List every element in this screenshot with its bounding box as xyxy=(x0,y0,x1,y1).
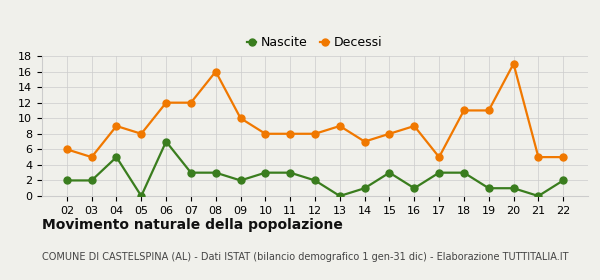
Nascite xyxy=(163,140,170,143)
Text: Movimento naturale della popolazione: Movimento naturale della popolazione xyxy=(42,218,343,232)
Decessi xyxy=(560,155,567,159)
Nascite xyxy=(187,171,194,174)
Nascite xyxy=(510,186,517,190)
Decessi xyxy=(336,124,343,128)
Decessi xyxy=(287,132,294,136)
Decessi xyxy=(262,132,269,136)
Decessi xyxy=(63,148,70,151)
Decessi xyxy=(311,132,319,136)
Decessi xyxy=(410,124,418,128)
Decessi xyxy=(386,132,393,136)
Nascite xyxy=(262,171,269,174)
Nascite xyxy=(336,194,343,198)
Nascite xyxy=(311,179,319,182)
Nascite xyxy=(535,194,542,198)
Nascite xyxy=(287,171,294,174)
Nascite xyxy=(361,186,368,190)
Decessi xyxy=(460,109,467,112)
Decessi xyxy=(361,140,368,143)
Decessi xyxy=(88,155,95,159)
Decessi xyxy=(535,155,542,159)
Text: COMUNE DI CASTELSPINA (AL) - Dati ISTAT (bilancio demografico 1 gen-31 dic) - El: COMUNE DI CASTELSPINA (AL) - Dati ISTAT … xyxy=(42,252,569,262)
Nascite xyxy=(88,179,95,182)
Nascite xyxy=(560,179,567,182)
Legend: Nascite, Decessi: Nascite, Decessi xyxy=(242,31,388,54)
Line: Nascite: Nascite xyxy=(64,138,566,199)
Nascite xyxy=(63,179,70,182)
Nascite xyxy=(386,171,393,174)
Decessi xyxy=(187,101,194,104)
Nascite xyxy=(460,171,467,174)
Decessi xyxy=(163,101,170,104)
Nascite xyxy=(113,155,120,159)
Decessi xyxy=(510,62,517,66)
Line: Decessi: Decessi xyxy=(64,60,566,161)
Nascite xyxy=(237,179,244,182)
Decessi xyxy=(113,124,120,128)
Nascite xyxy=(137,194,145,198)
Nascite xyxy=(212,171,220,174)
Decessi xyxy=(137,132,145,136)
Decessi xyxy=(212,70,220,73)
Nascite xyxy=(410,186,418,190)
Nascite xyxy=(436,171,443,174)
Nascite xyxy=(485,186,493,190)
Decessi xyxy=(237,116,244,120)
Decessi xyxy=(485,109,493,112)
Decessi xyxy=(436,155,443,159)
